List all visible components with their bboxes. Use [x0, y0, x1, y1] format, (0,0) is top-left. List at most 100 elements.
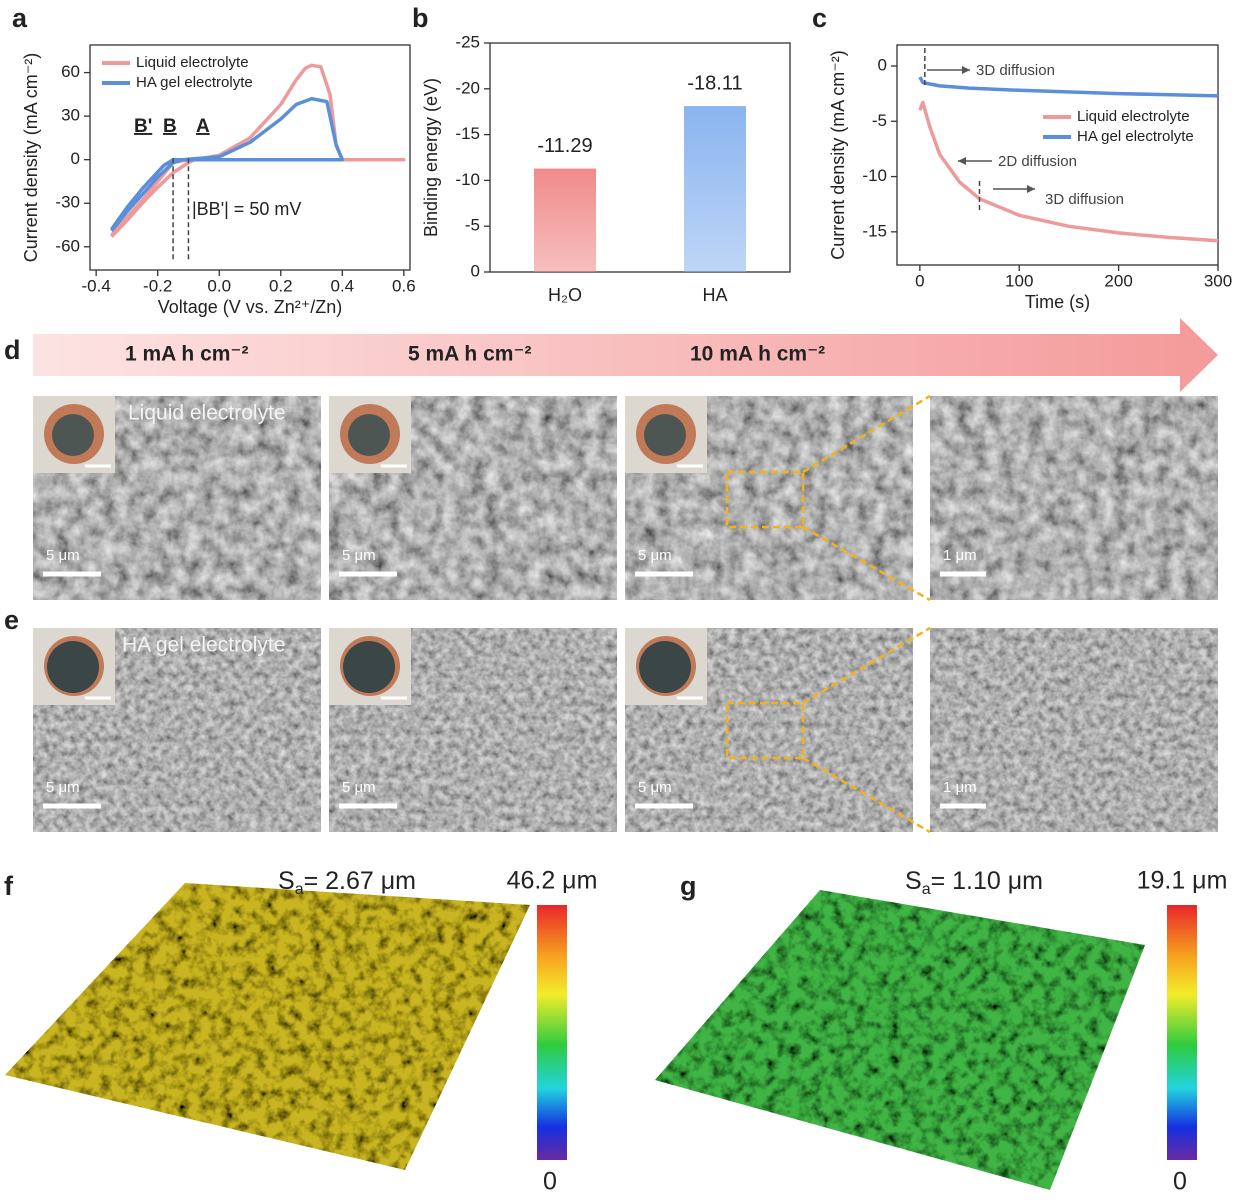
value-label: -11.29: [537, 135, 592, 157]
row-label: HA gel electrolyte: [122, 634, 285, 657]
zoom-box: [725, 470, 805, 529]
colorbar-max: 46.2 μm: [507, 867, 598, 895]
deposit: [644, 414, 686, 456]
x-axis-title: Voltage (V vs. Zn²⁺/Zn): [158, 297, 343, 317]
scale-bar-label: 5 μm: [638, 547, 672, 564]
x-tick-label: 0.0: [207, 276, 231, 295]
scale-bar-label: 1 μm: [943, 779, 977, 796]
zoom-line: [802, 626, 931, 705]
x-tick-label: 100: [1005, 271, 1033, 290]
panel-label: a: [12, 3, 28, 33]
point-label: A: [196, 116, 210, 137]
y-tick-label: -10: [862, 166, 887, 185]
y-tick-label: -5: [465, 216, 480, 235]
deposit: [343, 641, 395, 693]
colorbar-max: 19.1 μm: [1137, 867, 1228, 895]
scale-bar-label: 5 μm: [342, 547, 376, 564]
x-tick-label: -0.4: [82, 276, 111, 295]
y-tick-label: 60: [61, 62, 80, 81]
roughness-symbol: S: [905, 867, 922, 895]
panel-label: b: [412, 3, 429, 33]
roughness-subscript: a: [295, 881, 304, 898]
x-tick-label: H₂O: [548, 285, 582, 305]
legend-label: Liquid electrolyte: [136, 54, 249, 71]
panel-label: c: [812, 3, 827, 33]
x-tick-label: 0: [915, 271, 924, 290]
y-axis-title: Current density (mA cm⁻²): [828, 50, 848, 260]
x-tick-label: 0.2: [269, 276, 293, 295]
colorbar-min: 0: [543, 1168, 557, 1196]
roughness-value: = 1.10 μm: [931, 867, 1043, 895]
bar: [534, 168, 596, 272]
scale-bar-label: 5 μm: [46, 547, 80, 564]
roughness-value: = 2.67 μm: [304, 867, 416, 895]
roughness-subscript: a: [922, 881, 931, 898]
x-tick-label: -0.2: [143, 276, 172, 295]
panel-label: d: [4, 335, 21, 365]
capacity-label: 10 mA h cm⁻²: [690, 343, 825, 366]
scale-bar-label: 1 μm: [943, 547, 977, 564]
series-line: [918, 76, 1219, 98]
y-tick-label: -15: [455, 124, 480, 143]
x-axis-title: Time (s): [1025, 292, 1090, 312]
capacity-label: 1 mA h cm⁻²: [125, 343, 249, 366]
zoom-line: [802, 525, 931, 602]
plot-frame: [896, 44, 1219, 266]
zoom-line: [802, 756, 931, 834]
y-tick-label: -5: [872, 111, 887, 130]
capacity-label: 5 mA h cm⁻²: [408, 343, 532, 366]
x-tick-label: HA: [702, 285, 727, 305]
y-tick-label: -15: [862, 221, 887, 240]
plot-frame: [489, 42, 791, 273]
legend-label: HA gel electrolyte: [136, 74, 253, 91]
panel-label: g: [680, 871, 697, 901]
scale-bar-label: 5 μm: [46, 779, 80, 796]
series-line: [110, 96, 345, 232]
panel-label: e: [4, 605, 19, 635]
y-tick-label: 30: [61, 106, 80, 125]
x-tick-label: 0.4: [330, 276, 354, 295]
deposit: [639, 641, 691, 693]
row-label: Liquid electrolyte: [128, 402, 286, 425]
surface-map: [655, 890, 1145, 1190]
x-tick-label: 300: [1204, 271, 1232, 290]
y-tick-label: -10: [455, 170, 480, 189]
sem-image: [930, 396, 1218, 600]
bar: [684, 106, 746, 272]
arrow-head: [962, 66, 970, 74]
annotation: 3D diffusion: [976, 62, 1055, 79]
colorbar: [1167, 905, 1197, 1160]
zoom-line: [802, 394, 931, 474]
deposit: [52, 414, 94, 456]
annotation: 2D diffusion: [998, 153, 1077, 170]
y-tick-label: -30: [55, 193, 80, 212]
value-label: -18.11: [687, 72, 742, 94]
point-label: B': [134, 116, 152, 137]
y-tick-label: 0: [878, 55, 887, 74]
y-tick-label: -25: [455, 32, 480, 51]
colorbar: [537, 905, 567, 1160]
deposit: [47, 641, 99, 693]
scale-bar-label: 5 μm: [342, 779, 376, 796]
surface-map: [5, 883, 530, 1170]
arrow-head: [1027, 185, 1035, 193]
y-tick-label: -60: [55, 236, 80, 255]
arrow-head: [958, 157, 966, 165]
legend-label: Liquid electrolyte: [1077, 108, 1190, 125]
plot-frame: [89, 44, 411, 271]
x-tick-label: 0.6: [392, 276, 416, 295]
annotation: 3D diffusion: [1045, 191, 1124, 208]
annotation: |BB'| = 50 mV: [192, 199, 301, 219]
colorbar-min: 0: [1173, 1168, 1187, 1196]
scale-bar-label: 5 μm: [638, 779, 672, 796]
y-axis-title: Current density (mA cm⁻²): [21, 53, 41, 263]
y-tick-label: -20: [455, 78, 480, 97]
deposit: [348, 414, 390, 456]
x-tick-label: 200: [1104, 271, 1132, 290]
point-label: B: [163, 116, 177, 137]
zoom-box: [725, 701, 805, 760]
legend-label: HA gel electrolyte: [1077, 128, 1194, 145]
capacity-arrow: [33, 318, 1218, 392]
roughness-symbol: S: [278, 867, 295, 895]
